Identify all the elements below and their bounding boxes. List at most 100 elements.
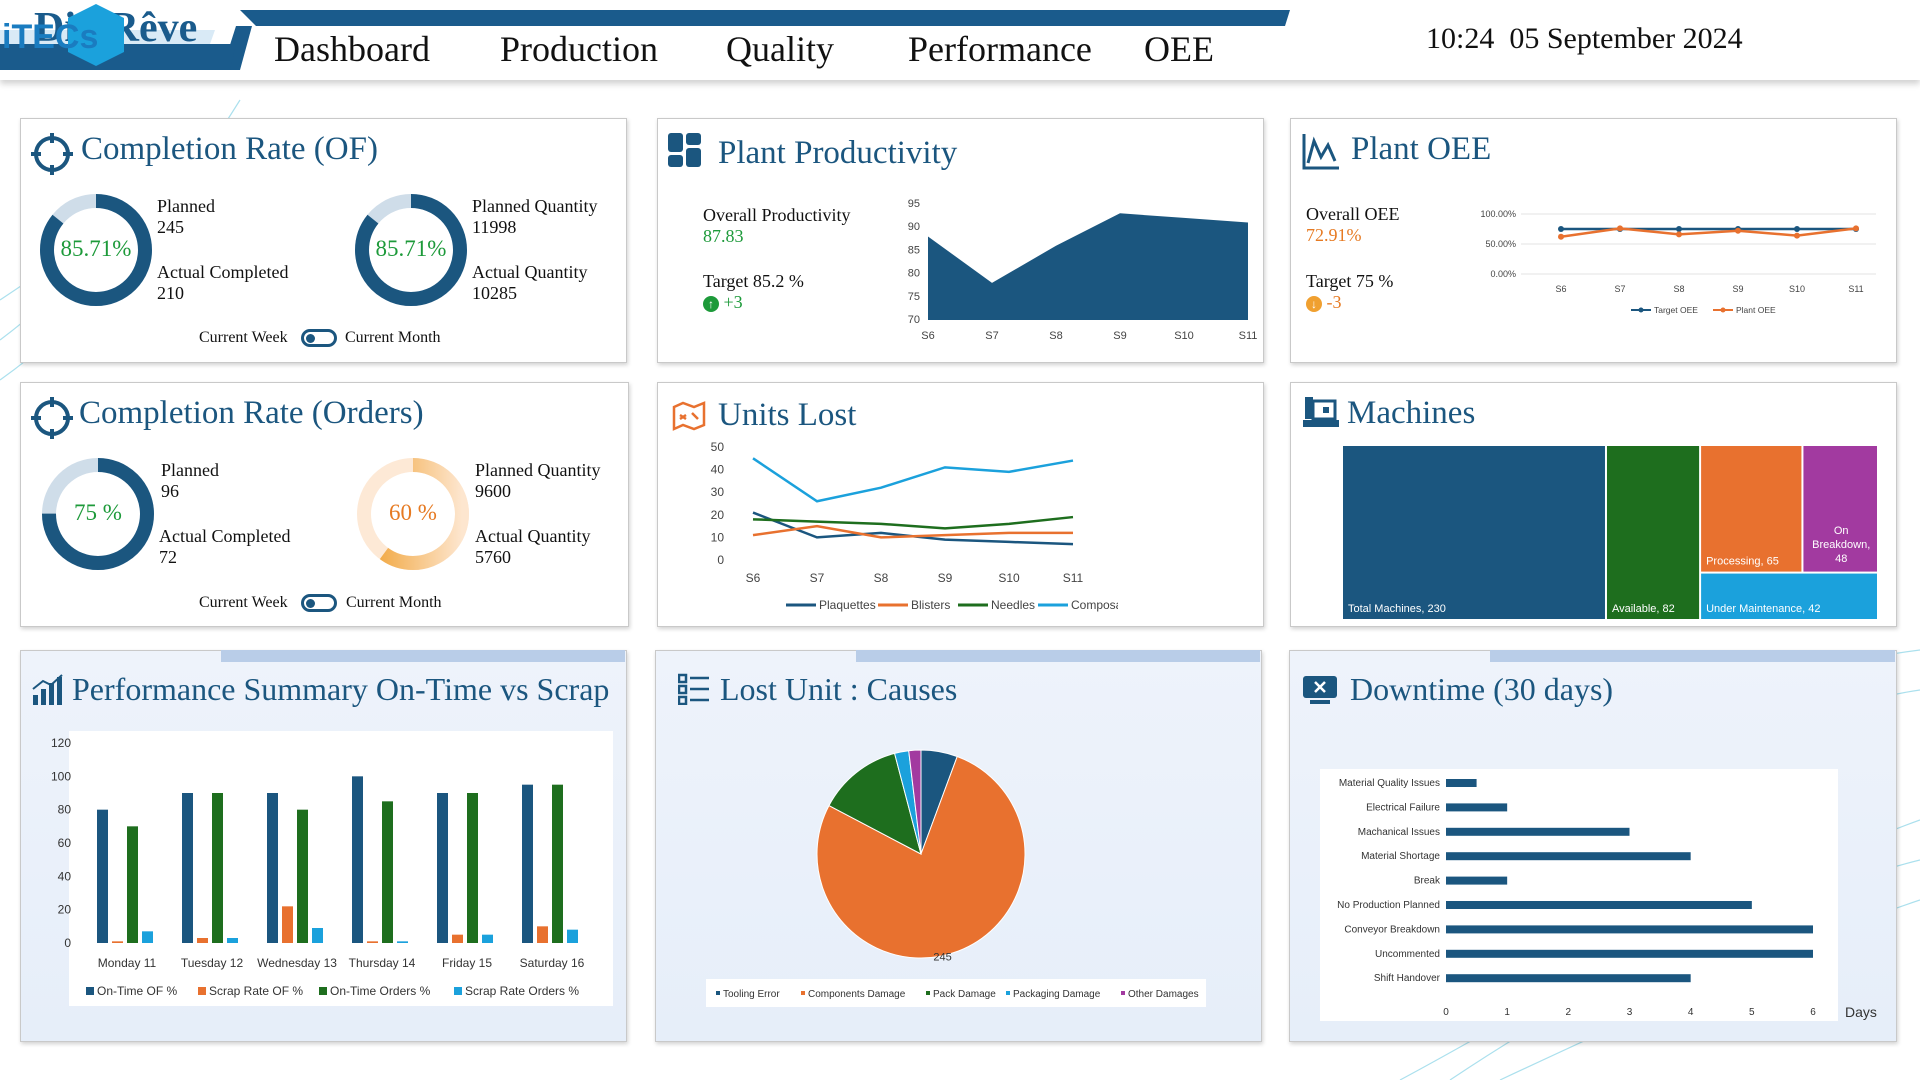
- delta-value: +3: [723, 292, 743, 312]
- week-month-toggle[interactable]: [301, 594, 337, 612]
- card-title: Units Lost: [718, 397, 857, 433]
- y-tick-label: 75: [908, 291, 920, 303]
- completion-orders-ring-1: [42, 458, 154, 570]
- planned-quantity-label: Planned Quantity: [475, 460, 601, 480]
- bar: [382, 801, 393, 943]
- series-line-2: [752, 515, 1074, 530]
- dashboard-tiles-icon: [668, 133, 701, 167]
- nav-performance[interactable]: Performance: [908, 29, 1092, 69]
- bar: [482, 934, 493, 943]
- bar: [212, 793, 223, 943]
- oee-line-chart: 0.00% 50.00% 100.00% S6 S7 S8 S9 S10 S11 Target O…: [1480, 209, 1876, 315]
- actual-label: Actual Completed: [159, 526, 291, 546]
- x-tick-label: S7: [1614, 284, 1625, 294]
- target-label: Target 85.2 %: [703, 271, 804, 291]
- treemap-label: Processing, 65: [1706, 556, 1779, 568]
- y-tick-label: 85: [908, 244, 920, 256]
- bar: [1446, 876, 1508, 885]
- legend-marker: [1720, 307, 1726, 313]
- legend-marker: [1638, 307, 1644, 313]
- planned-quantity-value: 9600: [475, 481, 511, 501]
- legend-label: Target OEE: [1654, 305, 1698, 315]
- legend-label: Plaquettes: [819, 598, 876, 612]
- planned-value: 96: [161, 481, 179, 501]
- y-tick-label: 80: [58, 803, 72, 817]
- bar: [522, 784, 533, 943]
- overall-oee-label: Overall OEE: [1306, 204, 1400, 224]
- treemap-cell: [1701, 446, 1802, 572]
- bar: [467, 793, 478, 943]
- pie-slice: [828, 752, 922, 855]
- bar: [142, 931, 153, 943]
- ring-1-percent: 85.71%: [60, 236, 132, 261]
- y-tick-label: 0: [717, 553, 724, 567]
- ring-2-percent: 85.71%: [375, 236, 447, 261]
- x-tick-label: S8: [1049, 330, 1062, 342]
- legend-swatch: [319, 987, 327, 995]
- nav-production[interactable]: Production: [500, 29, 658, 69]
- x-tick-label: 1: [1504, 1007, 1510, 1018]
- nav-oee[interactable]: OEE: [1144, 29, 1214, 69]
- bar: [1446, 925, 1813, 934]
- legend-swatch: [1006, 991, 1010, 995]
- actual-quantity-label: Actual Quantity: [475, 526, 591, 546]
- planned-label: Planned: [161, 460, 219, 480]
- bar: [1446, 901, 1752, 909]
- bar: [352, 776, 363, 943]
- legend-label: Components Damage: [808, 989, 906, 1000]
- arrow-up-icon: ↑: [703, 296, 719, 312]
- bar: [312, 928, 323, 943]
- list-icon: [678, 673, 709, 705]
- data-point: [1735, 227, 1741, 234]
- y-tick-label: 100: [51, 769, 71, 783]
- planned-label: Planned: [157, 196, 215, 216]
- bar: [267, 793, 278, 943]
- planned-value: 245: [157, 217, 184, 237]
- data-point: [1794, 232, 1800, 239]
- bar: [197, 938, 208, 943]
- x-tick-label: S11: [1239, 330, 1258, 342]
- y-tick-label: 80: [908, 268, 920, 280]
- card-title: Completion Rate (OF): [81, 131, 378, 167]
- card-plant-productivity: Plant Productivity Overall Productivity …: [657, 118, 1264, 363]
- actual-quantity-value: 10285: [472, 283, 517, 303]
- x-axis-label: Days: [1845, 1004, 1877, 1020]
- data-point: [1676, 231, 1682, 238]
- toggle-left-label: Current Week: [199, 329, 288, 346]
- y-tick-label: 0.00%: [1490, 269, 1516, 279]
- legend-label: Composants: [1071, 598, 1118, 612]
- planned-quantity-value: 11998: [472, 217, 517, 237]
- card-title: Machines: [1347, 395, 1476, 431]
- nav-quality[interactable]: Quality: [726, 29, 834, 69]
- data-point: [1794, 226, 1800, 232]
- y-category-label: Break: [1414, 876, 1441, 887]
- y-tick-label: 20: [711, 508, 725, 522]
- overall-oee-value: 72.91%: [1306, 225, 1362, 245]
- machines-treemap: Total Machines, 230 Available, 82 Processi…: [1343, 446, 1877, 619]
- bar: [297, 809, 308, 943]
- productivity-area-chart: 70 75 80 85 90 95 S6 S7 S8 S9 S10 S11: [908, 198, 1258, 342]
- series-line-1: [1560, 227, 1857, 239]
- x-tick-label: S9: [938, 571, 953, 585]
- lost-causes-pie-chart: 245 Tooling Error Components Damage Pack Da…: [706, 749, 1206, 1007]
- overall-productivity-value: 87.83: [703, 226, 744, 246]
- card-title: Performance Summary On-Time vs Scrap: [72, 671, 610, 707]
- legend-label: Scrap Rate OF %: [209, 984, 303, 998]
- bar: [552, 784, 563, 943]
- treemap-cell: [1803, 446, 1877, 572]
- data-point: [1676, 226, 1682, 232]
- y-tick-label: 70: [908, 314, 920, 326]
- y-tick-label: 120: [51, 736, 71, 750]
- bar: [537, 926, 548, 943]
- completion-of-ring-1: [40, 194, 152, 306]
- data-point: [1558, 233, 1564, 240]
- nav-dashboard[interactable]: Dashboard: [274, 29, 430, 69]
- x-tick-label: Wednesday 13: [257, 956, 337, 970]
- week-month-toggle[interactable]: [301, 329, 337, 347]
- downtime-bar-chart: Material Quality Issues Electrical Failur…: [1320, 769, 1877, 1021]
- treemap-label: Available, 82: [1612, 603, 1675, 615]
- card-completion-of: Completion Rate (OF) 85.71% Planned 245 …: [20, 118, 627, 363]
- completion-of-ring-2: [355, 194, 467, 306]
- y-category-label: Shift Handover: [1374, 973, 1441, 984]
- target-icon: [31, 133, 73, 175]
